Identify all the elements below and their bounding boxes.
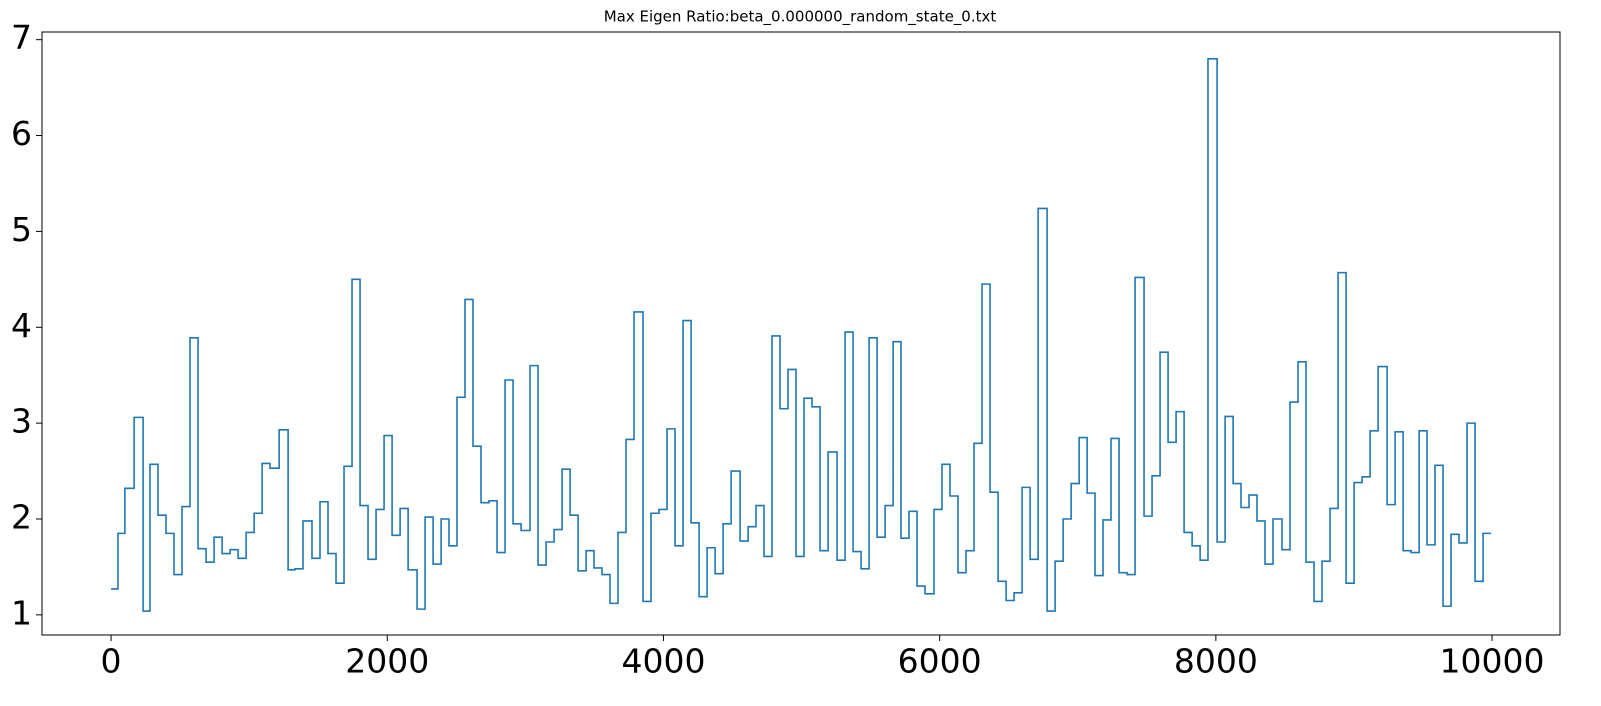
y-tick-label: 7 [11,18,32,57]
x-tick-label: 6000 [898,642,982,681]
y-tick-label: 3 [11,402,32,441]
step-line [111,58,1492,612]
y-tick-label: 2 [11,498,32,537]
x-tick-label: 2000 [345,642,429,681]
y-tick-label: 5 [11,210,32,249]
y-tick-label: 1 [11,593,32,632]
y-tick-label: 6 [11,114,32,153]
x-tick-label: 8000 [1174,642,1258,681]
y-tick-label: 4 [11,306,32,345]
plot-frame [41,31,1561,636]
chart-title: Max Eigen Ratio:beta_0.000000_random_sta… [604,8,997,27]
x-tick-label: 10000 [1440,642,1545,681]
x-tick-label: 0 [101,642,122,681]
x-tick-label: 4000 [621,642,705,681]
